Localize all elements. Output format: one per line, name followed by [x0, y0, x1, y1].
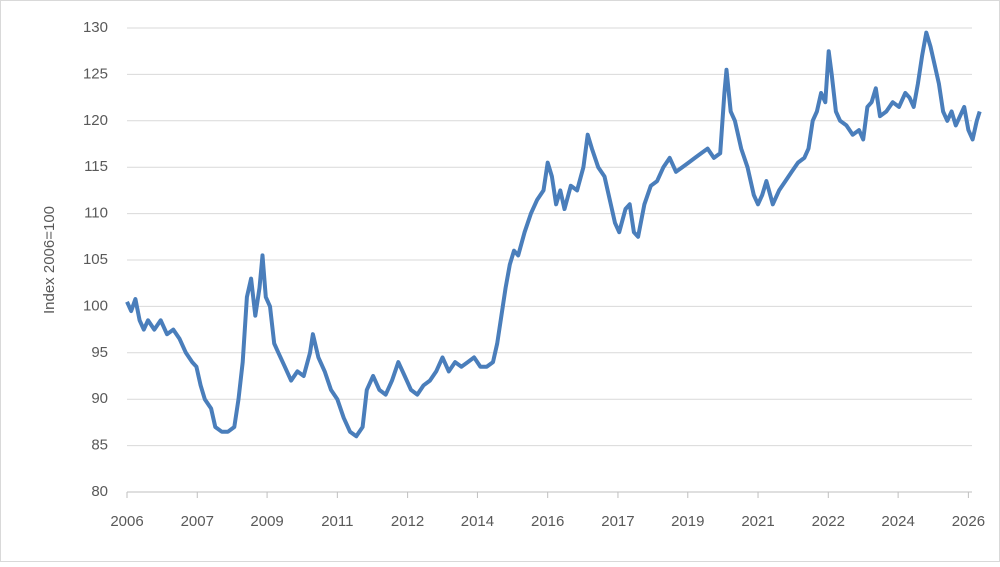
y-tick-label: 105 [83, 251, 108, 268]
x-tick-label: 2011 [321, 513, 353, 530]
y-tick-label: 80 [91, 483, 108, 500]
x-tick-label: 2019 [671, 513, 704, 530]
y-tick-label: 90 [91, 390, 108, 407]
x-tick-label: 2024 [881, 513, 914, 530]
x-tick-label: 2016 [531, 513, 564, 530]
x-tick-label: 2009 [250, 513, 283, 530]
y-tick-label: 110 [84, 205, 108, 222]
data-line [125, 30, 982, 439]
x-tick-label: 2014 [461, 513, 494, 530]
x-tick-label: 2026 [952, 513, 985, 530]
x-tick-label: 2017 [601, 513, 634, 530]
y-axis-label: Index 2006=100 [41, 206, 58, 314]
y-tick-label: 125 [83, 65, 108, 82]
x-tick-label: 2021 [741, 513, 774, 530]
x-tick-label: 2012 [391, 513, 424, 530]
y-tick-label: 115 [84, 158, 108, 175]
y-tick-label: 100 [83, 297, 108, 314]
y-tick-label: 130 [83, 19, 108, 36]
x-tick-label: 2007 [181, 513, 214, 530]
y-tick-label: 85 [91, 437, 108, 454]
y-tick-label: 120 [83, 112, 108, 129]
y-tick-label: 95 [91, 344, 108, 361]
x-tick-label: 2022 [812, 513, 845, 530]
x-tick-label: 2006 [110, 513, 143, 530]
